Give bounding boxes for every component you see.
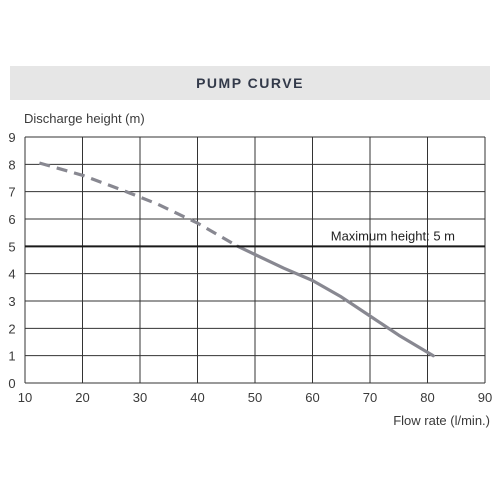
y-tick-label: 9 <box>8 130 15 145</box>
x-tick-label: 40 <box>190 390 204 405</box>
y-axis-label: Discharge height (m) <box>24 111 145 126</box>
y-tick-label: 7 <box>8 185 15 200</box>
series-group <box>38 161 435 358</box>
y-tick-label: 5 <box>8 239 15 254</box>
pump-curve-solid-segment <box>236 244 435 358</box>
x-tick-label: 60 <box>305 390 319 405</box>
y-tick-label: 0 <box>8 376 15 391</box>
x-axis-label: Flow rate (l/min.) <box>393 413 490 428</box>
grid <box>24 136 486 384</box>
x-tick-label: 90 <box>478 390 492 405</box>
y-tick-label: 3 <box>8 294 15 309</box>
x-tick-label: 20 <box>75 390 89 405</box>
x-tick-label: 10 <box>18 390 32 405</box>
y-tick-label: 8 <box>8 157 15 172</box>
chart-title-banner: PUMP CURVE <box>10 66 490 100</box>
max-height-label: Maximum height: 5 m <box>331 228 455 243</box>
y-tick-label: 6 <box>8 212 15 227</box>
x-tick-label: 80 <box>420 390 434 405</box>
chart-title: PUMP CURVE <box>196 75 304 91</box>
y-tick-label: 4 <box>8 267 15 282</box>
x-tick-label: 50 <box>248 390 262 405</box>
x-tick-label: 70 <box>363 390 377 405</box>
reference-line-group: Maximum height: 5 m <box>25 228 485 248</box>
y-tick-label: 2 <box>8 321 15 336</box>
pump-curve-dashed-segment <box>38 161 239 248</box>
x-tick-label: 30 <box>133 390 147 405</box>
ticks-group: 10 20 30 40 50 60 70 80 90 0 1 2 3 4 5 6 7 8 9 <box>8 130 492 405</box>
y-tick-label: 1 <box>8 349 15 364</box>
